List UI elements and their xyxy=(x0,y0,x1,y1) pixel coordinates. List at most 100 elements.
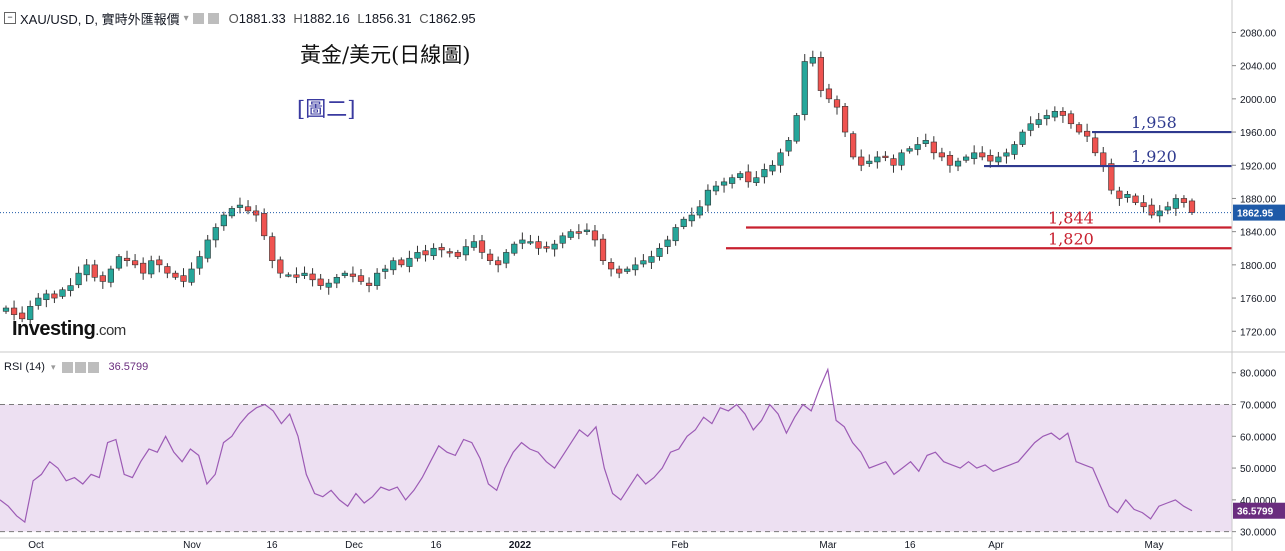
candle-body xyxy=(478,240,486,253)
candle-body xyxy=(123,257,131,261)
candle xyxy=(729,174,736,189)
candle-body xyxy=(1092,137,1099,154)
candle-body xyxy=(704,189,712,206)
dropdown-icon[interactable]: ▾ xyxy=(183,12,189,24)
symbol-title[interactable]: XAU/USD, D, 實時外匯報價 xyxy=(20,11,180,27)
candle xyxy=(1011,141,1018,160)
candle-body xyxy=(1051,111,1058,118)
settings-icon[interactable] xyxy=(192,12,204,24)
candle xyxy=(753,171,760,186)
candle-body xyxy=(333,276,340,284)
candle xyxy=(987,149,994,168)
candle xyxy=(898,149,905,171)
candle-body xyxy=(624,268,631,272)
gear-icon[interactable] xyxy=(207,12,219,24)
candle xyxy=(809,50,816,67)
candle xyxy=(616,265,623,279)
candle-body xyxy=(220,214,227,227)
candle xyxy=(777,148,784,173)
rsi-band-fill xyxy=(0,404,1232,532)
candle-body xyxy=(261,213,268,237)
candle xyxy=(769,160,776,176)
dropdown-icon[interactable]: ▾ xyxy=(50,361,56,372)
candle xyxy=(446,248,453,258)
y-tick-label: 1920.00 xyxy=(1240,161,1277,172)
candle xyxy=(261,208,268,240)
candle xyxy=(438,243,445,258)
candle xyxy=(648,250,655,269)
candle xyxy=(35,293,42,310)
candle xyxy=(1140,195,1147,213)
candle xyxy=(1124,190,1131,203)
candle xyxy=(696,200,703,219)
candle-body xyxy=(979,152,986,158)
x-tick-label: Mar xyxy=(819,540,837,551)
candle-body xyxy=(454,252,461,257)
close-value: 1862.95 xyxy=(428,10,476,26)
candle-body xyxy=(374,272,381,286)
candle-body xyxy=(971,152,978,159)
candle-body xyxy=(898,152,905,166)
price-level-label: 1,820 xyxy=(1048,229,1094,248)
candle-body xyxy=(688,214,695,222)
candle-body xyxy=(995,156,1002,163)
rsi-band xyxy=(0,404,1232,533)
candle xyxy=(236,197,244,214)
candle xyxy=(930,136,937,160)
candle xyxy=(874,151,881,169)
open-label: O xyxy=(228,10,239,26)
candle xyxy=(349,266,357,283)
candle-body xyxy=(664,239,671,247)
candle-body xyxy=(567,231,574,238)
y-tick-label: 1840.00 xyxy=(1240,228,1277,239)
candle-body xyxy=(19,312,26,320)
investing-logo: Investing.com xyxy=(12,318,126,341)
candle xyxy=(398,257,405,268)
candle-body xyxy=(527,241,534,244)
candle xyxy=(672,224,679,246)
candle-body xyxy=(486,253,494,261)
candle-body xyxy=(1035,119,1042,125)
candle-body xyxy=(737,173,744,179)
high-value: 1882.16 xyxy=(302,10,350,26)
rsi-y-tick-label: 50.0000 xyxy=(1240,464,1277,475)
rsi-label[interactable]: RSI (14) xyxy=(4,361,45,373)
candle-body xyxy=(785,140,792,152)
candle-body xyxy=(1067,113,1075,125)
low-label: L xyxy=(357,10,365,26)
candle-body xyxy=(236,204,244,208)
candle-body xyxy=(99,275,106,282)
candle xyxy=(172,270,179,280)
candle-body xyxy=(801,61,808,115)
candle xyxy=(156,255,163,273)
candle xyxy=(123,250,131,267)
candle-body xyxy=(196,256,203,269)
close-icon[interactable] xyxy=(87,361,99,373)
candle xyxy=(1051,106,1058,122)
candle xyxy=(253,205,260,222)
gear-icon[interactable] xyxy=(74,361,86,373)
candle xyxy=(1132,193,1139,206)
candle-body xyxy=(164,266,171,274)
y-tick-label: 1960.00 xyxy=(1240,128,1277,139)
candle-body xyxy=(390,260,397,271)
rsi-line xyxy=(0,367,1193,524)
candle-body xyxy=(599,238,607,261)
ohlc-readout: O1881.33 H1882.16 L1856.31 C1862.95 xyxy=(229,11,480,26)
candle-body xyxy=(712,185,720,192)
candle xyxy=(51,290,58,304)
candle-body xyxy=(269,236,276,262)
candle-body xyxy=(591,230,599,241)
candle xyxy=(850,131,857,160)
candle xyxy=(599,234,607,265)
candle-body xyxy=(430,247,437,257)
candle xyxy=(220,211,227,231)
candle xyxy=(527,234,534,245)
visibility-icon[interactable] xyxy=(61,361,73,373)
candle xyxy=(357,269,365,285)
candle-body xyxy=(495,260,502,266)
candle-body xyxy=(906,148,913,152)
candle xyxy=(43,289,50,308)
collapse-icon[interactable]: − xyxy=(4,12,16,24)
candle xyxy=(817,51,824,98)
